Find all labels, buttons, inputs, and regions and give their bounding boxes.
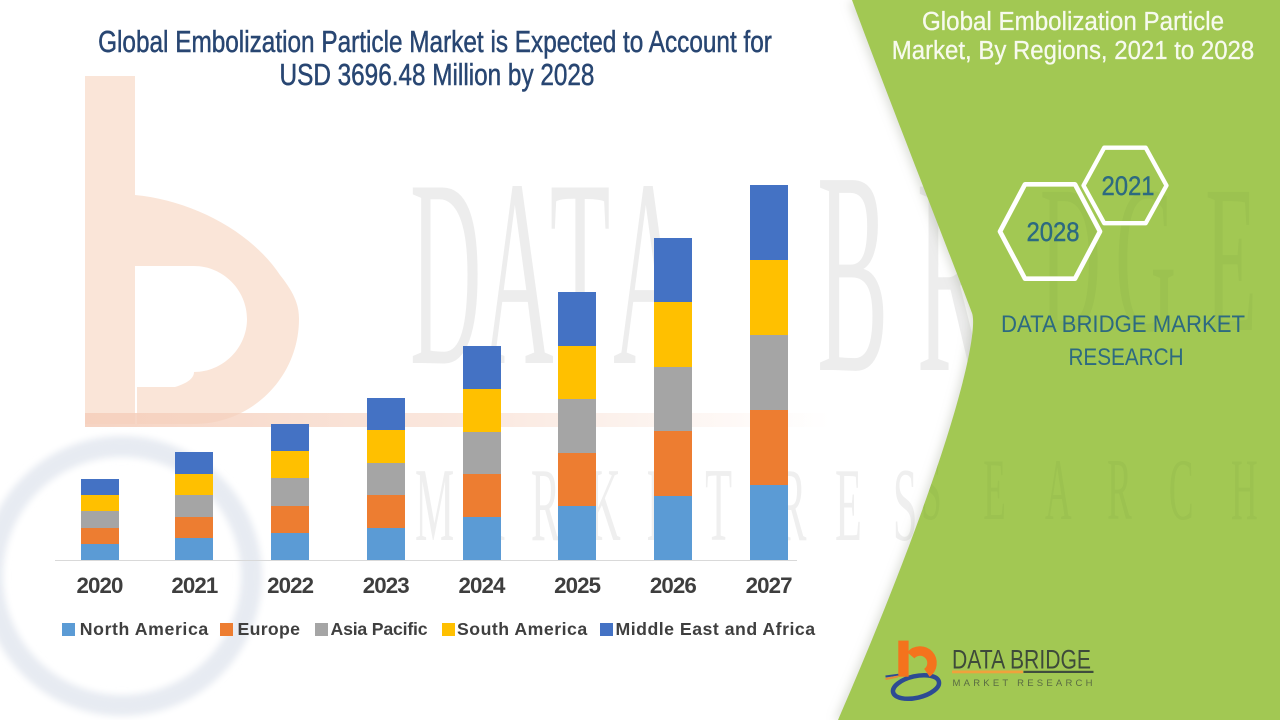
svg-text:MARKET RESEARCH: MARKET RESEARCH <box>953 678 1093 689</box>
svg-text:DATA BRIDGE: DATA BRIDGE <box>952 645 1091 675</box>
svg-text:DGE: DG E <box>1040 142 1257 376</box>
svg-text:B: B <box>817 113 889 434</box>
